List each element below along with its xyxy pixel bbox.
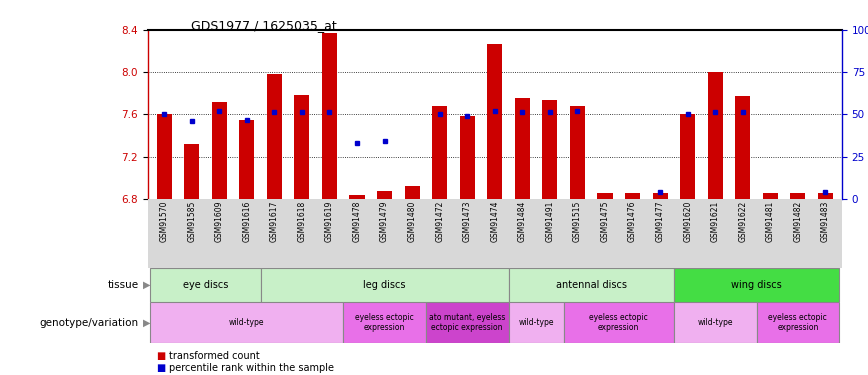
Bar [509,268,674,302]
Bar [260,268,509,302]
Text: tissue: tissue [108,280,139,290]
Bar [515,98,529,199]
Text: GSM91474: GSM91474 [490,201,499,242]
Bar [266,74,282,199]
Text: eyeless ectopic
expression: eyeless ectopic expression [768,313,827,332]
Bar [653,194,667,199]
Text: GSM91483: GSM91483 [821,201,830,242]
Text: leg discs: leg discs [364,280,405,290]
Text: antennal discs: antennal discs [556,280,627,290]
Text: GSM91481: GSM91481 [766,201,775,242]
Text: eyeless ectopic
expression: eyeless ectopic expression [355,313,414,332]
Bar [625,194,640,199]
Bar [240,120,254,199]
Bar [150,268,260,302]
Text: wing discs: wing discs [731,280,782,290]
Text: GSM91472: GSM91472 [435,201,444,242]
Text: ▶: ▶ [143,280,151,290]
Text: GSM91482: GSM91482 [793,201,802,242]
Bar [322,33,337,199]
Text: GSM91618: GSM91618 [298,201,306,242]
Bar [735,96,750,199]
Text: GSM91617: GSM91617 [270,201,279,242]
Text: GSM91484: GSM91484 [518,201,527,242]
Bar [707,72,723,199]
Bar [426,302,509,343]
Text: genotype/variation: genotype/variation [40,318,139,327]
Text: GSM91475: GSM91475 [601,201,609,242]
Text: GSM91585: GSM91585 [187,201,196,242]
Bar [757,302,839,343]
Text: GSM91476: GSM91476 [628,201,637,242]
Text: ■: ■ [156,363,166,373]
Text: ato mutant, eyeless
ectopic expression: ato mutant, eyeless ectopic expression [429,313,505,332]
Bar [350,195,365,199]
Bar [818,194,833,199]
Bar [150,302,343,343]
Bar [294,95,310,199]
Text: GSM91570: GSM91570 [160,201,168,242]
Bar [542,100,557,199]
Text: wild-type: wild-type [229,318,265,327]
Text: GSM91619: GSM91619 [325,201,334,242]
Text: GSM91616: GSM91616 [242,201,251,242]
Bar [404,186,419,199]
Text: GSM91609: GSM91609 [214,201,224,242]
Bar [487,44,503,199]
Bar [432,106,447,199]
Bar [509,302,563,343]
Bar [597,194,613,199]
Bar [460,117,475,199]
Text: percentile rank within the sample: percentile rank within the sample [169,363,334,373]
Text: GSM91473: GSM91473 [463,201,471,242]
Bar [212,102,227,199]
Text: GSM91621: GSM91621 [711,201,720,242]
Text: GDS1977 / 1625035_at: GDS1977 / 1625035_at [191,19,337,32]
Text: GSM91491: GSM91491 [545,201,555,242]
Text: wild-type: wild-type [518,318,554,327]
Bar [563,302,674,343]
Text: wild-type: wild-type [698,318,733,327]
Bar [674,302,757,343]
Text: GSM91515: GSM91515 [573,201,582,242]
Text: ■: ■ [156,351,166,361]
Bar [377,191,392,199]
Text: GSM91477: GSM91477 [655,201,665,242]
Bar [790,194,806,199]
Bar [674,268,839,302]
Text: GSM91478: GSM91478 [352,201,361,242]
Bar [680,114,695,199]
Text: GSM91480: GSM91480 [408,201,417,242]
Text: ▶: ▶ [143,318,151,327]
Bar [343,302,426,343]
Text: eyeless ectopic
expression: eyeless ectopic expression [589,313,648,332]
Text: GSM91479: GSM91479 [380,201,389,242]
Bar [570,106,585,199]
Bar [156,114,172,199]
Text: transformed count: transformed count [169,351,260,361]
Text: GSM91620: GSM91620 [683,201,692,242]
Text: GSM91622: GSM91622 [739,201,747,242]
Bar [763,194,778,199]
Bar [184,144,200,199]
Text: eye discs: eye discs [183,280,228,290]
